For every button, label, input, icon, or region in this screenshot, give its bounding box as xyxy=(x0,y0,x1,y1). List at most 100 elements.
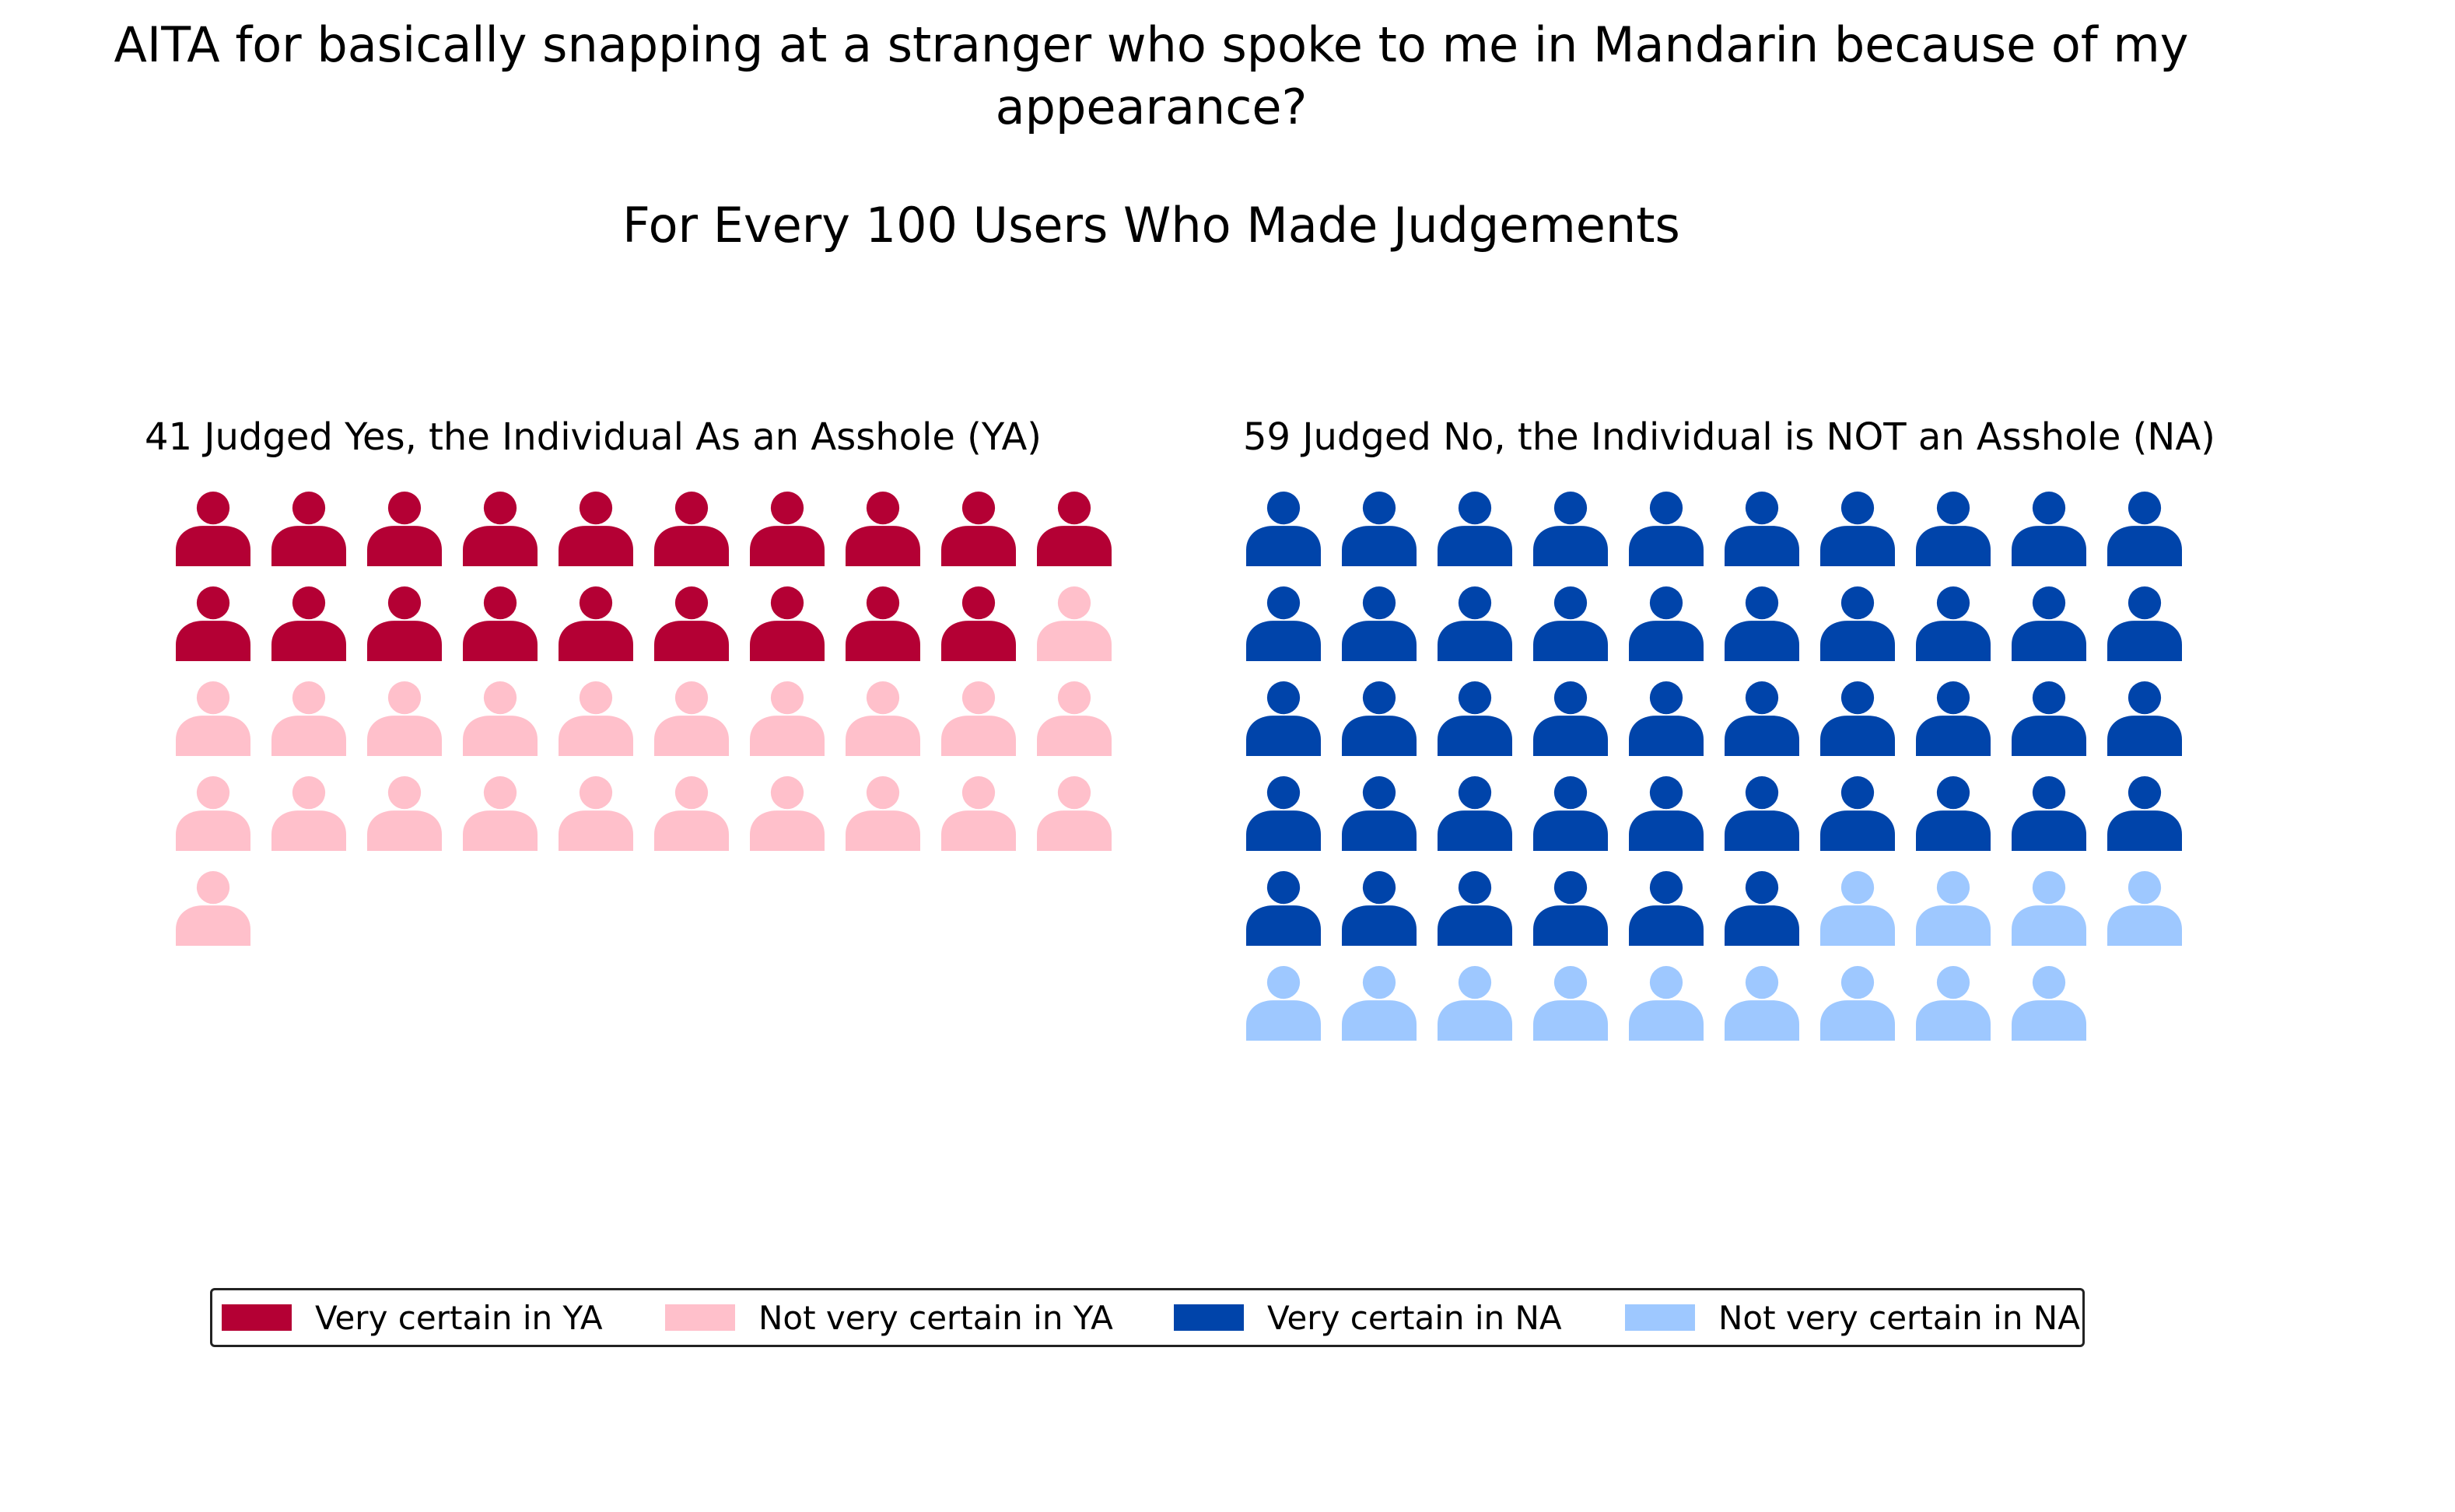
legend-swatch xyxy=(665,1304,735,1331)
person-icon-not-very-certain-in-na xyxy=(1246,966,1321,1041)
legend-label: Not very certain in YA xyxy=(758,1298,1113,1337)
person-icon-very-certain-in-na xyxy=(1629,776,1704,851)
person-icon-very-certain-in-na xyxy=(1725,586,1799,661)
person-icon-not-very-certain-in-na xyxy=(1725,966,1799,1041)
person-icon-very-certain-in-na xyxy=(1533,871,1608,946)
na-panel-title: 59 Judged No, the Individual is NOT an A… xyxy=(1243,415,2215,459)
legend-swatch xyxy=(1174,1304,1244,1331)
person-icon-very-certain-in-na xyxy=(1342,492,1417,566)
person-icon-not-very-certain-in-ya xyxy=(367,776,442,851)
person-icon-not-very-certain-in-ya xyxy=(559,681,633,756)
person-icon-not-very-certain-in-ya xyxy=(367,681,442,756)
person-icon-very-certain-in-na xyxy=(1438,681,1512,756)
person-icon-not-very-certain-in-na xyxy=(2012,966,2086,1041)
person-icon-very-certain-in-na xyxy=(1629,871,1704,946)
person-icon-not-very-certain-in-na xyxy=(2107,871,2182,946)
person-icon-very-certain-in-ya xyxy=(559,586,633,661)
person-icon-very-certain-in-na xyxy=(1916,681,1991,756)
person-icon-very-certain-in-na xyxy=(1629,681,1704,756)
person-icon-very-certain-in-na xyxy=(1533,586,1608,661)
person-icon-not-very-certain-in-na xyxy=(1533,966,1608,1041)
person-icon-very-certain-in-na xyxy=(1246,681,1321,756)
person-icon-very-certain-in-na xyxy=(1820,776,1895,851)
person-icon-not-very-certain-in-na xyxy=(1438,966,1512,1041)
person-icon-very-certain-in-na xyxy=(1916,492,1991,566)
person-icon-not-very-certain-in-ya xyxy=(750,681,825,756)
legend-item-very-certain-ya: Very certain in YA xyxy=(222,1290,603,1345)
person-icon-very-certain-in-na xyxy=(2107,776,2182,851)
person-icon-very-certain-in-na xyxy=(2012,681,2086,756)
person-icon-very-certain-in-ya xyxy=(559,492,633,566)
person-icon-very-certain-in-ya xyxy=(463,586,538,661)
person-icon-not-very-certain-in-ya xyxy=(654,681,729,756)
person-icon-not-very-certain-in-ya xyxy=(463,776,538,851)
legend-label: Very certain in YA xyxy=(315,1298,603,1337)
person-icon-very-certain-in-ya xyxy=(463,492,538,566)
person-icon-very-certain-in-ya xyxy=(750,492,825,566)
ya-panel-title: 41 Judged Yes, the Individual As an Assh… xyxy=(145,415,1042,459)
person-icon-not-very-certain-in-ya xyxy=(654,776,729,851)
person-icon-very-certain-in-na xyxy=(2012,586,2086,661)
legend-item-very-certain-na: Very certain in NA xyxy=(1174,1290,1562,1345)
legend-swatch xyxy=(1625,1304,1695,1331)
person-icon-very-certain-in-na xyxy=(1342,586,1417,661)
person-icon-very-certain-in-na xyxy=(1725,776,1799,851)
person-icon-very-certain-in-ya xyxy=(271,492,346,566)
person-icon-not-very-certain-in-ya xyxy=(176,681,250,756)
person-icon-not-very-certain-in-na xyxy=(2012,871,2086,946)
person-icon-not-very-certain-in-na xyxy=(1820,871,1895,946)
person-icon-very-certain-in-na xyxy=(1246,871,1321,946)
person-icon-very-certain-in-na xyxy=(1820,681,1895,756)
person-icon-very-certain-in-ya xyxy=(941,492,1016,566)
person-icon-very-certain-in-na xyxy=(1246,492,1321,566)
person-icon-not-very-certain-in-ya xyxy=(271,681,346,756)
person-icon-very-certain-in-na xyxy=(1916,776,1991,851)
person-icon-very-certain-in-na xyxy=(2107,492,2182,566)
legend-swatch xyxy=(222,1304,292,1331)
chart-title: AITA for basically snapping at a strange… xyxy=(114,16,2189,135)
person-icon-not-very-certain-in-ya xyxy=(559,776,633,851)
person-icon-very-certain-in-na xyxy=(1820,586,1895,661)
person-icon-not-very-certain-in-na xyxy=(1342,966,1417,1041)
legend-item-not-very-certain-ya: Not very certain in YA xyxy=(665,1290,1113,1345)
ya-icon-grid xyxy=(176,492,1112,946)
person-icon-not-very-certain-in-ya xyxy=(1037,586,1112,661)
person-icon-very-certain-in-ya xyxy=(846,586,920,661)
person-icon-very-certain-in-ya xyxy=(367,586,442,661)
person-icon-very-certain-in-na xyxy=(1629,586,1704,661)
person-icon-very-certain-in-na xyxy=(1916,586,1991,661)
person-icon-very-certain-in-na xyxy=(1533,776,1608,851)
person-icon-very-certain-in-na xyxy=(2107,586,2182,661)
person-icon-very-certain-in-na xyxy=(1438,871,1512,946)
person-icon-not-very-certain-in-ya xyxy=(846,776,920,851)
person-icon-not-very-certain-in-na xyxy=(1916,871,1991,946)
legend-label: Very certain in NA xyxy=(1267,1298,1562,1337)
person-icon-very-certain-in-na xyxy=(1246,586,1321,661)
person-icon-very-certain-in-ya xyxy=(750,586,825,661)
person-icon-very-certain-in-na xyxy=(1725,681,1799,756)
person-icon-very-certain-in-na xyxy=(1438,776,1512,851)
person-icon-not-very-certain-in-ya xyxy=(941,681,1016,756)
person-icon-very-certain-in-na xyxy=(1533,681,1608,756)
person-icon-very-certain-in-ya xyxy=(271,586,346,661)
person-icon-very-certain-in-ya xyxy=(1037,492,1112,566)
legend: Very certain in YA Not very certain in Y… xyxy=(210,1288,2085,1347)
person-icon-very-certain-in-na xyxy=(2012,776,2086,851)
person-icon-very-certain-in-ya xyxy=(846,492,920,566)
person-icon-very-certain-in-na xyxy=(1629,492,1704,566)
person-icon-very-certain-in-na xyxy=(1342,776,1417,851)
person-icon-not-very-certain-in-ya xyxy=(176,776,250,851)
person-icon-very-certain-in-ya xyxy=(654,586,729,661)
person-icon-very-certain-in-ya xyxy=(367,492,442,566)
chart-subtitle: For Every 100 Users Who Made Judgements xyxy=(622,197,1680,254)
person-icon-very-certain-in-ya xyxy=(654,492,729,566)
person-icon-very-certain-in-na xyxy=(1342,871,1417,946)
person-icon-very-certain-in-na xyxy=(1533,492,1608,566)
person-icon-not-very-certain-in-na xyxy=(1820,966,1895,1041)
person-icon-not-very-certain-in-ya xyxy=(846,681,920,756)
person-icon-not-very-certain-in-ya xyxy=(1037,681,1112,756)
person-icon-very-certain-in-ya xyxy=(176,492,250,566)
person-icon-not-very-certain-in-ya xyxy=(750,776,825,851)
person-icon-very-certain-in-na xyxy=(1438,492,1512,566)
person-icon-very-certain-in-na xyxy=(2012,492,2086,566)
